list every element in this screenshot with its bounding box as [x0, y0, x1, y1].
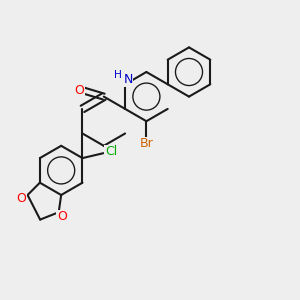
- Text: Cl: Cl: [105, 145, 117, 158]
- Text: Br: Br: [140, 137, 153, 150]
- Text: N: N: [123, 73, 133, 86]
- Text: H: H: [114, 70, 122, 80]
- Text: O: O: [16, 191, 26, 205]
- Text: O: O: [57, 210, 67, 223]
- Text: O: O: [74, 84, 84, 97]
